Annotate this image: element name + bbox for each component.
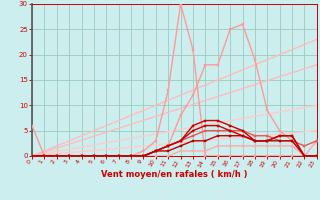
X-axis label: Vent moyen/en rafales ( km/h ): Vent moyen/en rafales ( km/h ) — [101, 170, 248, 179]
